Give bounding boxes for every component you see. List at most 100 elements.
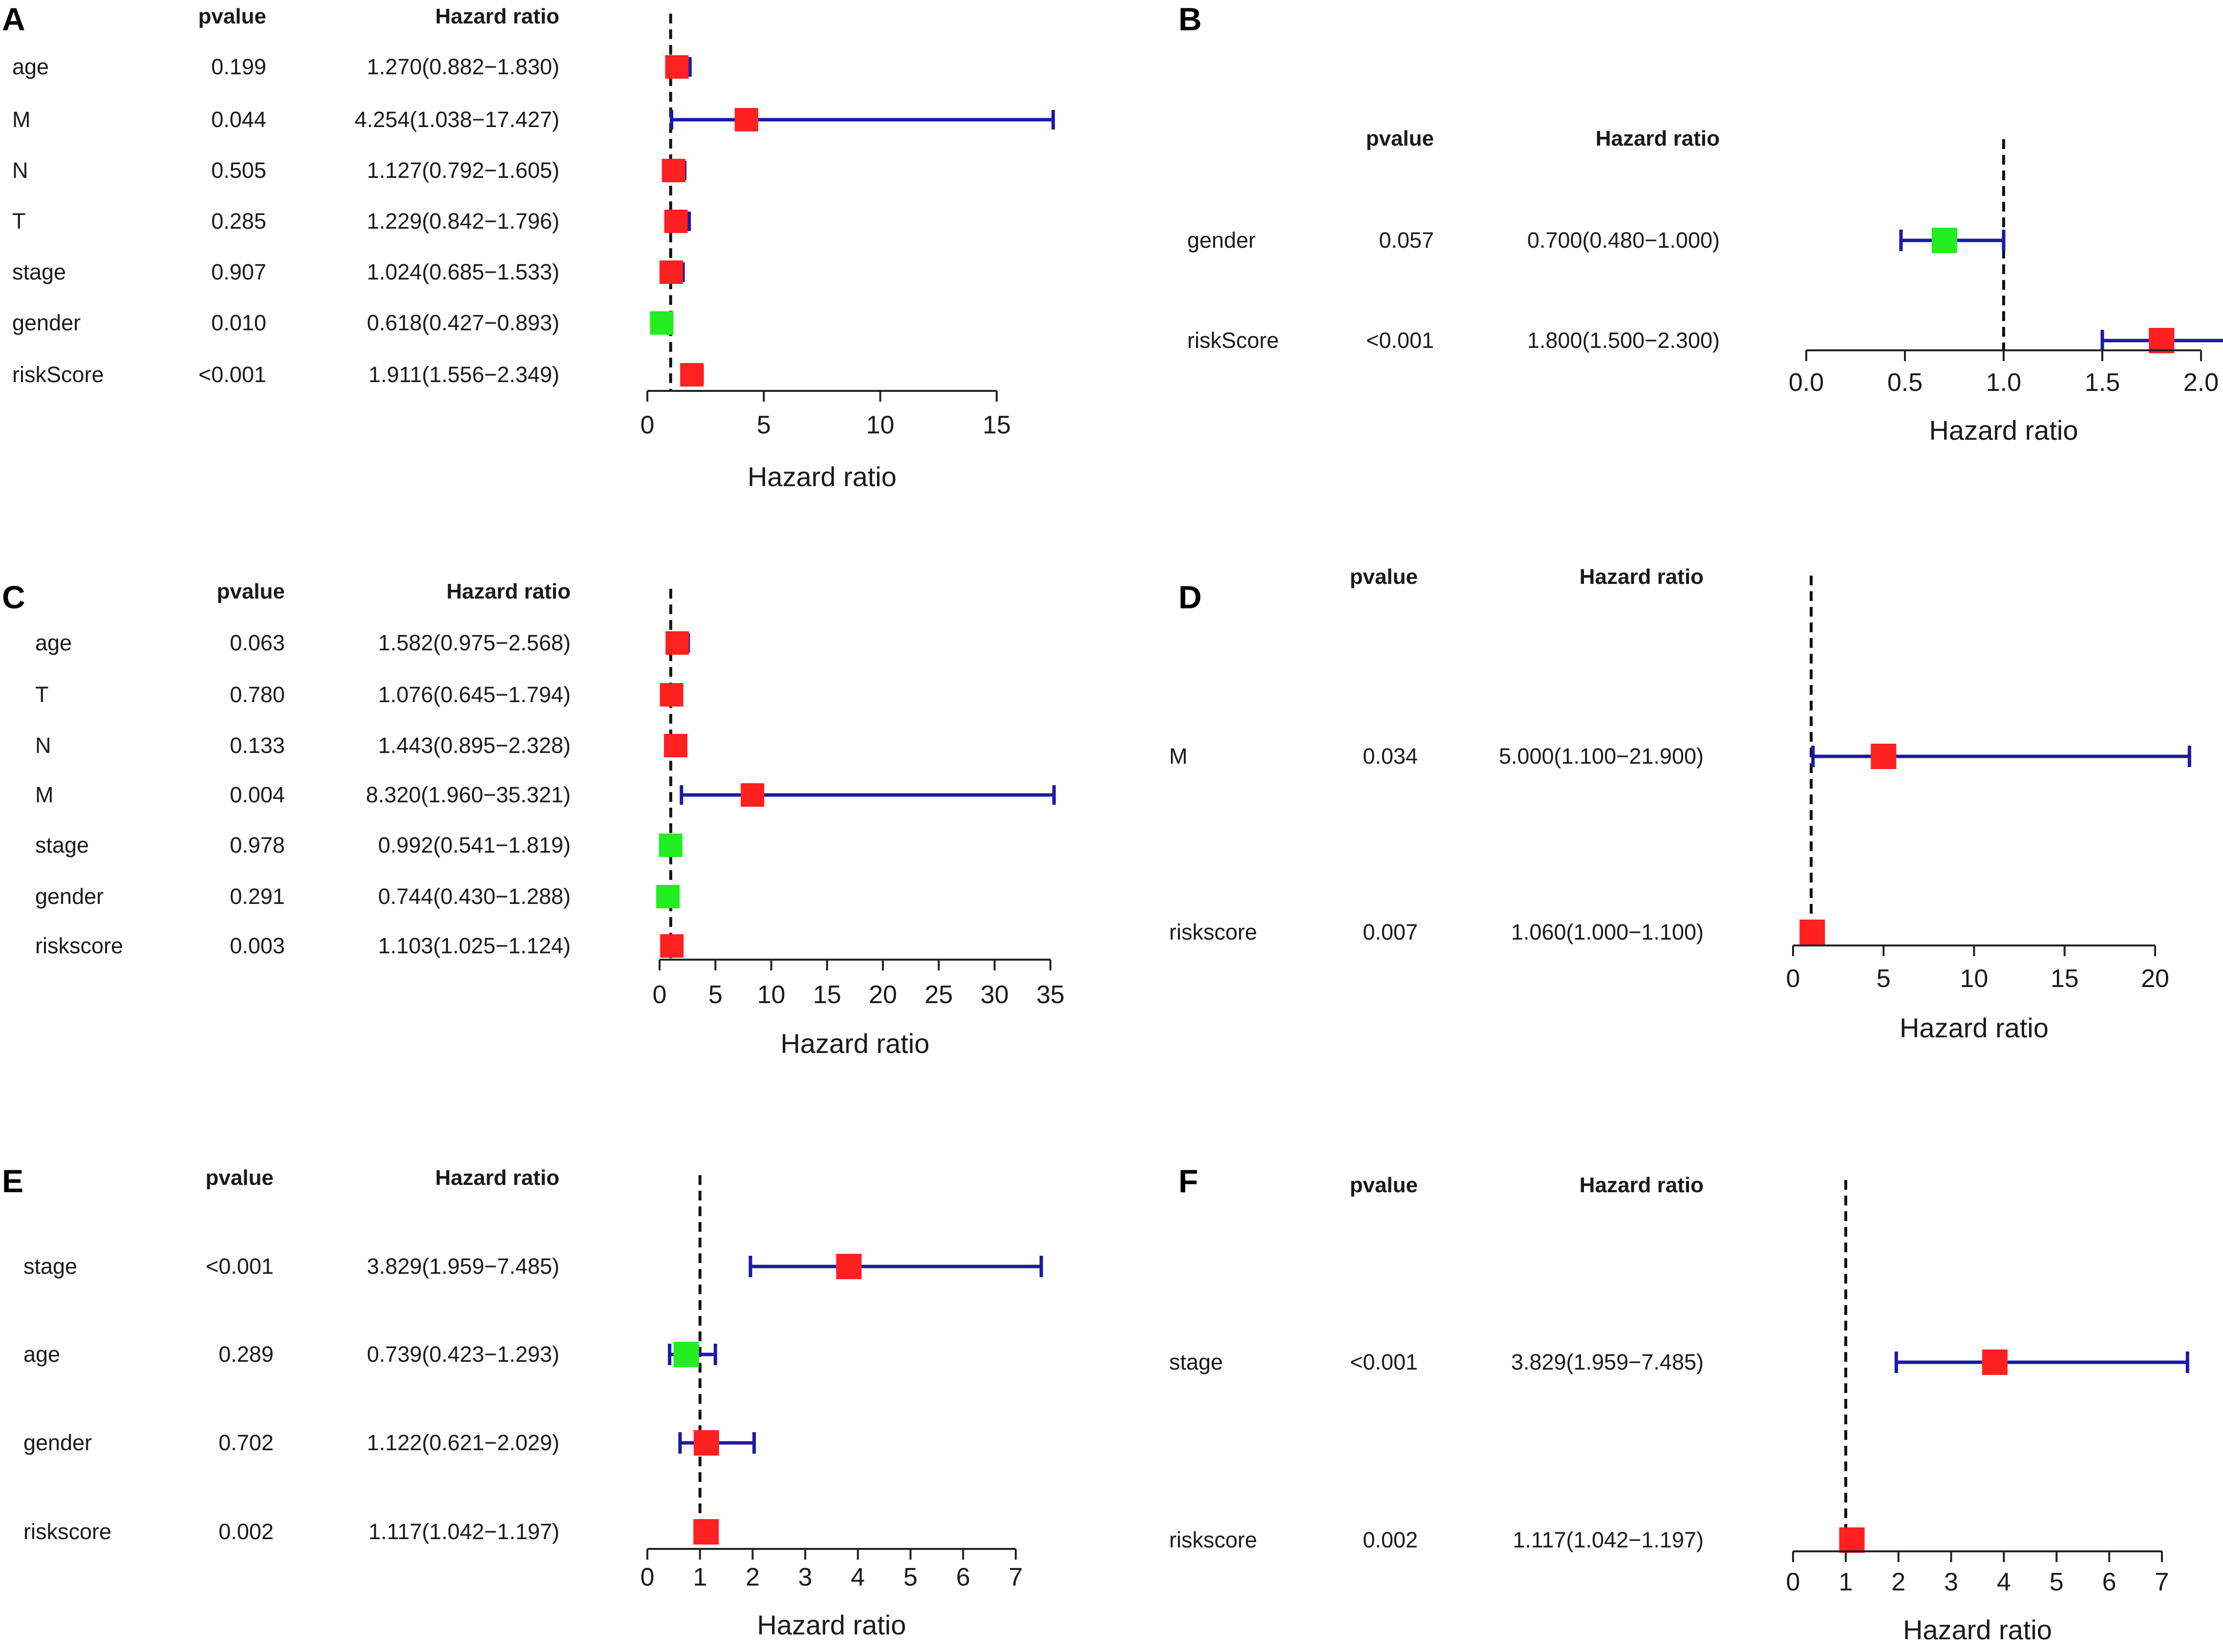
row-hazard-ratio: 1.076(0.645−1.794) bbox=[378, 682, 571, 707]
row-hazard-ratio: 1.443(0.895−2.328) bbox=[378, 733, 571, 758]
x-tick-label: 0 bbox=[1786, 1568, 1800, 1596]
row-label: stage bbox=[1169, 1350, 1223, 1374]
row-label: T bbox=[35, 682, 49, 707]
x-tick-label: 5 bbox=[1877, 965, 1891, 993]
row-label: stage bbox=[12, 259, 66, 284]
row-riskscore: riskScore <0.001 1.911(1.556−2.349) bbox=[12, 362, 704, 387]
row-hazard-ratio: 0.618(0.427−0.893) bbox=[367, 310, 559, 335]
row-label: age bbox=[35, 630, 72, 655]
row-hazard-ratio: 0.739(0.423−1.293) bbox=[367, 1342, 559, 1367]
row-pvalue: 0.907 bbox=[211, 259, 266, 284]
hr-point bbox=[693, 1430, 719, 1456]
row-n: N 0.505 1.127(0.792−1.605) bbox=[12, 158, 687, 183]
row-n: N 0.133 1.443(0.895−2.328) bbox=[35, 733, 687, 758]
row-label: riskscore bbox=[1169, 1527, 1257, 1552]
hr-point bbox=[662, 159, 685, 182]
hr-point bbox=[680, 363, 704, 386]
row-pvalue: 0.002 bbox=[218, 1519, 274, 1544]
row-hazard-ratio: 1.117(1.042−1.197) bbox=[1513, 1527, 1704, 1552]
row-gender: gender 0.010 0.618(0.427−0.893) bbox=[12, 310, 674, 335]
pvalue-header: pvalue bbox=[217, 579, 285, 603]
x-axis-label: Hazard ratio bbox=[1903, 1614, 2052, 1645]
hr-point bbox=[660, 683, 684, 707]
row-hazard-ratio: 1.117(1.042−1.197) bbox=[368, 1519, 559, 1544]
hr-point bbox=[2149, 328, 2175, 353]
row-label: gender bbox=[23, 1430, 92, 1455]
hr-point bbox=[1982, 1350, 2008, 1375]
row-pvalue: 0.289 bbox=[218, 1342, 274, 1367]
hr-point bbox=[1799, 920, 1825, 945]
hazard-ratio-header: Hazard ratio bbox=[435, 4, 559, 28]
row-pvalue: <0.001 bbox=[206, 1254, 274, 1279]
hazard-ratio-header: Hazard ratio bbox=[447, 579, 571, 603]
row-riskscore: riskScore <0.001 1.800(1.500−2.300) bbox=[1187, 328, 2223, 353]
row-stage: stage <0.001 3.829(1.959−7.485) bbox=[1169, 1350, 2189, 1375]
row-hazard-ratio: 1.060(1.000−1.100) bbox=[1511, 920, 1704, 944]
x-tick-label: 5 bbox=[2050, 1568, 2064, 1596]
row-hazard-ratio: 5.000(1.100−21.900) bbox=[1499, 744, 1704, 769]
row-hazard-ratio: 1.103(1.025−1.124) bbox=[378, 933, 571, 958]
hr-point bbox=[665, 55, 689, 79]
x-tick-label: 0 bbox=[653, 981, 667, 1009]
pvalue-header: pvalue bbox=[1350, 1173, 1418, 1197]
hr-point bbox=[659, 834, 683, 857]
panel-letter: A bbox=[2, 1, 25, 37]
row-riskscore: riskscore 0.007 1.060(1.000−1.100) bbox=[1169, 920, 1825, 945]
row-label: riskscore bbox=[23, 1519, 111, 1544]
row-stage: stage <0.001 3.829(1.959−7.485) bbox=[23, 1254, 1043, 1279]
row-label: riskScore bbox=[1187, 328, 1279, 353]
x-tick-label: 0 bbox=[641, 411, 655, 439]
row-pvalue: 0.199 bbox=[211, 54, 266, 79]
panel-letter: E bbox=[2, 1163, 23, 1199]
row-pvalue: 0.133 bbox=[230, 733, 285, 758]
hr-point bbox=[650, 311, 674, 335]
row-pvalue: 0.780 bbox=[230, 682, 285, 707]
x-tick-label: 1 bbox=[1838, 1568, 1853, 1596]
row-pvalue: 0.002 bbox=[1363, 1527, 1418, 1552]
pvalue-header: pvalue bbox=[1350, 565, 1418, 589]
hr-point bbox=[1931, 228, 1957, 253]
row-label: riskScore bbox=[12, 362, 104, 387]
hr-point bbox=[659, 260, 683, 284]
x-tick-label: 0 bbox=[1786, 965, 1800, 993]
panel-letter: D bbox=[1178, 579, 1202, 615]
row-gender: gender 0.057 0.700(0.480−1.000) bbox=[1187, 228, 2006, 253]
hazard-ratio-header: Hazard ratio bbox=[1596, 127, 1720, 150]
x-tick-label: 1 bbox=[693, 1563, 707, 1591]
row-pvalue: 0.063 bbox=[230, 630, 285, 655]
row-hazard-ratio: 1.800(1.500−2.300) bbox=[1527, 328, 1720, 353]
row-label: stage bbox=[23, 1254, 77, 1279]
hr-point bbox=[836, 1254, 862, 1279]
x-tick-label: 0.0 bbox=[1789, 368, 1824, 397]
hr-point bbox=[673, 1342, 699, 1367]
row-gender: gender 0.291 0.744(0.430−1.288) bbox=[35, 884, 680, 909]
row-hazard-ratio: 0.700(0.480−1.000) bbox=[1527, 228, 1720, 253]
x-tick-label: 0.5 bbox=[1887, 368, 1923, 397]
hr-point bbox=[1839, 1527, 1865, 1553]
pvalue-header: pvalue bbox=[1366, 127, 1434, 150]
row-hazard-ratio: 1.127(0.792−1.605) bbox=[367, 158, 559, 183]
panel-letter: F bbox=[1178, 1163, 1198, 1199]
x-tick-label: 10 bbox=[1960, 965, 1988, 993]
row-label: gender bbox=[35, 884, 104, 909]
x-axis-label: Hazard ratio bbox=[1900, 1012, 2049, 1043]
x-tick-label: 30 bbox=[981, 981, 1009, 1009]
x-tick-label: 7 bbox=[2155, 1568, 2169, 1596]
x-tick-label: 2.0 bbox=[2183, 368, 2219, 397]
x-tick-label: 1.5 bbox=[2085, 368, 2120, 397]
row-riskscore: riskscore 0.003 1.103(1.025−1.124) bbox=[35, 933, 684, 958]
row-pvalue: 0.291 bbox=[230, 884, 285, 909]
row-hazard-ratio: 1.024(0.685−1.533) bbox=[367, 259, 559, 284]
x-tick-label: 25 bbox=[925, 981, 953, 1009]
x-axis-label: Hazard ratio bbox=[1929, 415, 2078, 446]
row-label: N bbox=[12, 158, 28, 183]
row-m: M 0.004 8.320(1.960−35.321) bbox=[35, 782, 1056, 807]
row-m: M 0.044 4.254(1.038−17.427) bbox=[12, 107, 1055, 132]
x-tick-label: 4 bbox=[1997, 1568, 2011, 1596]
x-tick-label: 1.0 bbox=[1986, 368, 2021, 397]
panel-letter: B bbox=[1178, 1, 1202, 37]
row-label: age bbox=[12, 54, 49, 79]
hazard-ratio-header: Hazard ratio bbox=[435, 1166, 559, 1190]
